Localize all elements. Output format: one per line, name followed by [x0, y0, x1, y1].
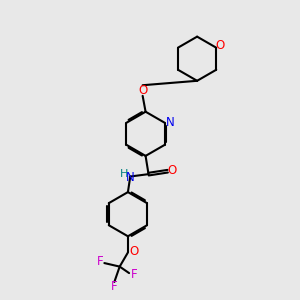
Text: H: H [120, 169, 128, 179]
Text: N: N [166, 116, 174, 129]
Text: F: F [130, 268, 137, 281]
Text: N: N [126, 171, 135, 184]
Text: O: O [129, 245, 138, 258]
Text: F: F [97, 255, 103, 268]
Text: F: F [110, 280, 117, 293]
Text: O: O [215, 39, 224, 52]
Text: O: O [168, 164, 177, 177]
Text: O: O [138, 84, 147, 97]
